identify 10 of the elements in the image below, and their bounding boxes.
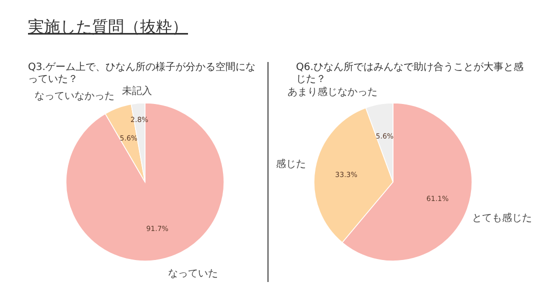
slice-label: 未記入 [122, 84, 152, 97]
slice-label: あまり感じなかった [288, 86, 378, 98]
slice-label: なっていなかった [34, 90, 115, 102]
slice-label: なっていた [168, 268, 218, 280]
chart-title: Q3.ゲーム上で、ひなん所の様子が分かる空間になっていた？ [28, 61, 256, 85]
pie-slice [66, 102, 224, 262]
text: 実施した質問（抜粋） [28, 17, 188, 36]
chart-title: Q6.ひなん所ではみんなで助け合うことが大事と感じた？ [296, 61, 524, 85]
slice-label: 感じた [276, 158, 306, 170]
slice-label: とても感じた [472, 212, 532, 224]
